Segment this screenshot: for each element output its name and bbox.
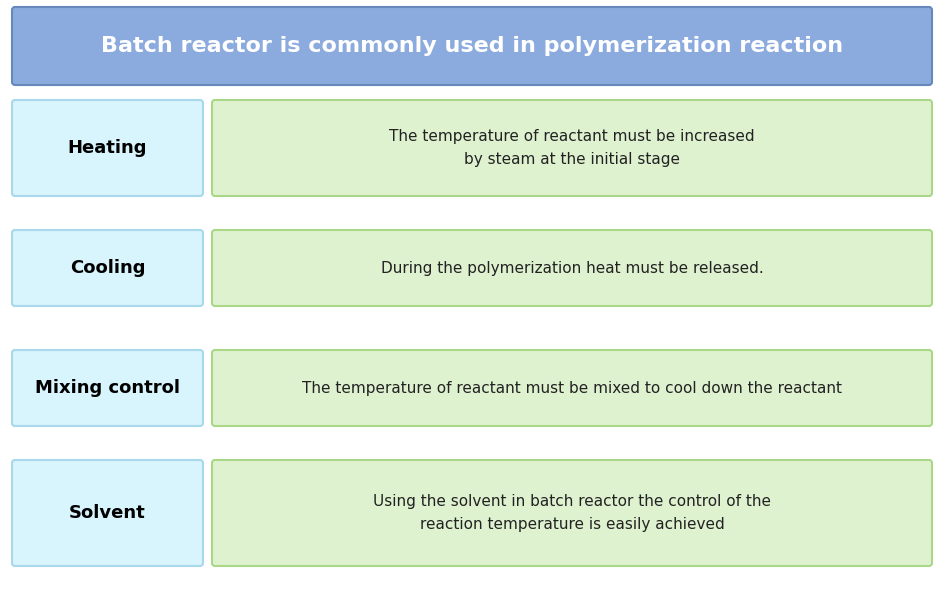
- Text: The temperature of reactant must be increased
by steam at the initial stage: The temperature of reactant must be incr…: [389, 129, 755, 166]
- FancyBboxPatch shape: [12, 350, 203, 426]
- FancyBboxPatch shape: [212, 350, 932, 426]
- Text: Heating: Heating: [68, 139, 147, 157]
- FancyBboxPatch shape: [212, 230, 932, 306]
- Text: Mixing control: Mixing control: [35, 379, 180, 397]
- Text: During the polymerization heat must be released.: During the polymerization heat must be r…: [380, 261, 764, 276]
- Text: Using the solvent in batch reactor the control of the
reaction temperature is ea: Using the solvent in batch reactor the c…: [373, 494, 771, 532]
- FancyBboxPatch shape: [12, 460, 203, 566]
- Text: Solvent: Solvent: [69, 504, 146, 522]
- Text: The temperature of reactant must be mixed to cool down the reactant: The temperature of reactant must be mixe…: [302, 381, 842, 395]
- FancyBboxPatch shape: [12, 230, 203, 306]
- FancyBboxPatch shape: [212, 100, 932, 196]
- FancyBboxPatch shape: [12, 7, 932, 85]
- Text: Cooling: Cooling: [70, 259, 145, 277]
- FancyBboxPatch shape: [212, 460, 932, 566]
- FancyBboxPatch shape: [12, 100, 203, 196]
- Text: Batch reactor is commonly used in polymerization reaction: Batch reactor is commonly used in polyme…: [101, 36, 843, 56]
